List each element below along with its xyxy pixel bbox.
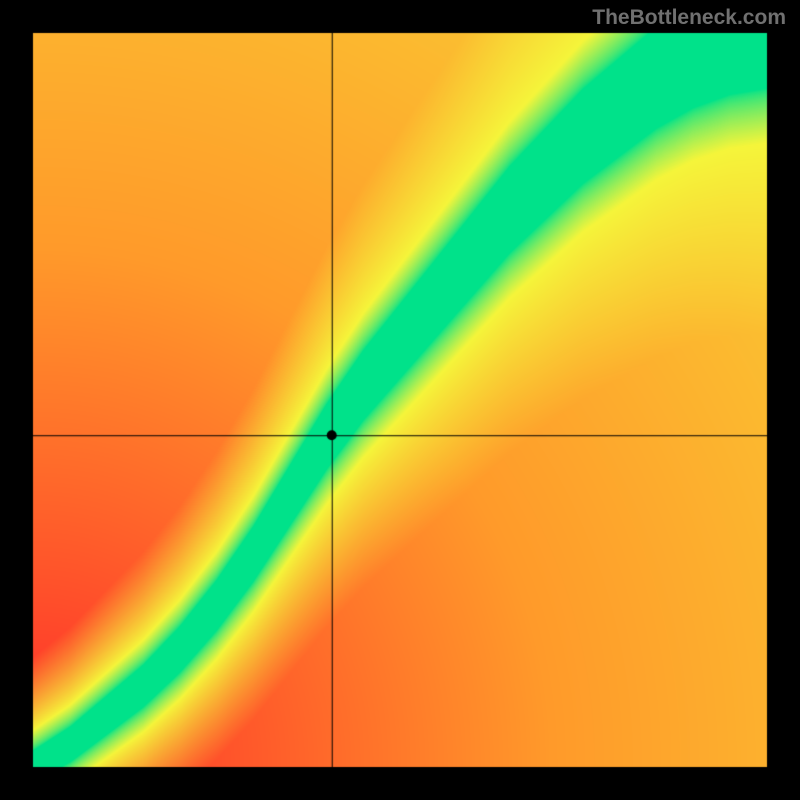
bottleneck-heatmap [0, 0, 800, 800]
watermark-text: TheBottleneck.com [592, 6, 786, 30]
chart-container: TheBottleneck.com [0, 0, 800, 800]
